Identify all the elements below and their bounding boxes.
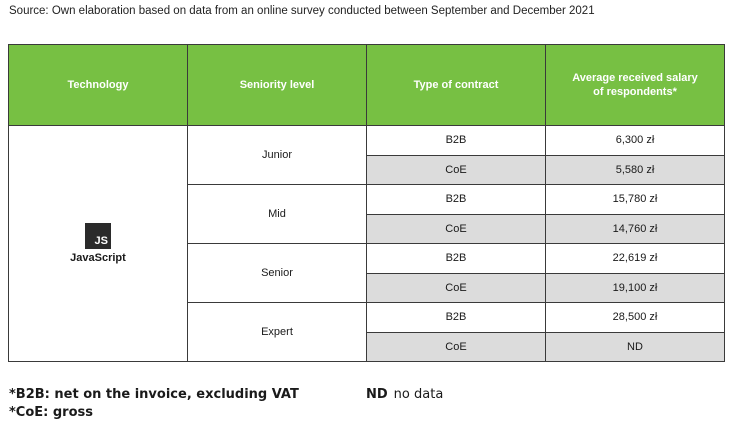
table-row: Mid B2B 15,780 zł <box>9 184 725 244</box>
header-average-salary: Average received salary of respondents* <box>545 44 725 126</box>
table-row: JS JavaScript Junior B2B 6,300 zł <box>8 125 725 362</box>
contract-cell: B2B <box>366 184 546 215</box>
header-average-salary-label: Average received salary of respondents* <box>572 72 698 98</box>
technology-name: JavaScript <box>70 252 126 264</box>
seniority-expert: Expert <box>187 302 367 362</box>
note-coe: *CoE: gross <box>9 405 93 420</box>
salary-cell: 22,619 zł <box>545 243 725 274</box>
contract-cell: B2B <box>366 125 546 156</box>
table-header-row: Technology Seniority level Type of contr… <box>8 44 725 126</box>
nd-description: no data <box>393 387 444 402</box>
salary-cell: 28,500 zł <box>545 302 725 333</box>
seniority-junior: Junior <box>187 125 367 185</box>
header-technology: Technology <box>8 44 188 126</box>
table-row: CoE 14,760 zł <box>9 213 725 244</box>
table-row: CoE 19,100 zł <box>9 272 725 303</box>
table-row: CoE 5,580 zł <box>9 154 725 185</box>
salary-cell: ND <box>545 331 725 362</box>
salary-cell: 6,300 zł <box>545 125 725 156</box>
contract-cell: CoE <box>366 154 546 185</box>
technology-cell: JS JavaScript <box>8 125 188 362</box>
contract-cell: CoE <box>366 272 546 303</box>
table-row: Senior B2B 22,619 zł <box>9 243 725 303</box>
seniority-senior: Senior <box>187 243 367 303</box>
javascript-logo-icon: JS <box>85 223 111 249</box>
table-row: CoE ND <box>9 331 725 362</box>
contract-cell: CoE <box>366 213 546 244</box>
salary-cell: 15,780 zł <box>545 184 725 215</box>
salary-cell: 5,580 zł <box>545 154 725 185</box>
salary-table: Technology Seniority level Type of contr… <box>8 44 725 362</box>
salary-cell: 19,100 zł <box>545 272 725 303</box>
header-type-of-contract: Type of contract <box>366 44 546 126</box>
salary-cell: 14,760 zł <box>545 213 725 244</box>
contract-cell: B2B <box>366 302 546 333</box>
table-row: Expert B2B 28,500 zł <box>9 302 725 362</box>
note-nd: ND no data <box>366 387 443 402</box>
seniority-mid: Mid <box>187 184 367 244</box>
source-note: Source: Own elaboration based on data fr… <box>9 5 595 17</box>
header-seniority-level: Seniority level <box>187 44 367 126</box>
contract-cell: B2B <box>366 243 546 274</box>
note-b2b: *B2B: net on the invoice, excluding VAT <box>9 387 299 402</box>
nd-abbreviation: ND <box>366 387 388 402</box>
contract-cell: CoE <box>366 331 546 362</box>
